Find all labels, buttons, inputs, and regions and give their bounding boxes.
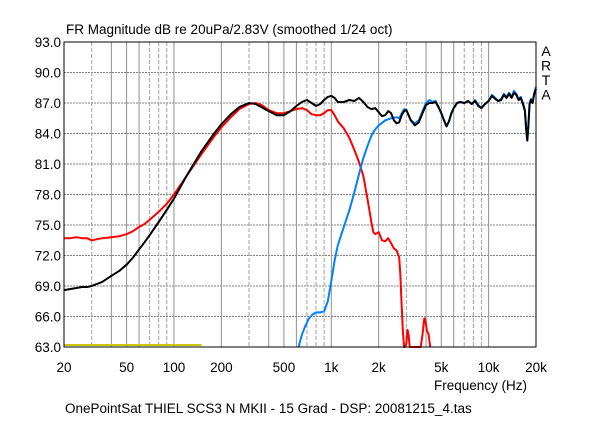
chart-subtitle: OnePointSat THIEL SCS3 N MKII - 15 Grad … bbox=[65, 401, 472, 416]
chart-title: FR Magnitude dB re 20uPa/2.83V (smoothed… bbox=[66, 22, 392, 37]
x-tick-label: 500 bbox=[273, 360, 296, 375]
y-tick-label: 90.0 bbox=[35, 66, 61, 81]
x-tick-label: 200 bbox=[210, 360, 233, 375]
y-tick-label: 84.0 bbox=[35, 127, 61, 142]
watermark-letter: A bbox=[541, 87, 551, 103]
y-tick-label: 75.0 bbox=[35, 218, 61, 233]
x-tick-label: 2k bbox=[372, 360, 387, 375]
watermark-letter: A bbox=[541, 43, 551, 59]
x-axis-ticks: 20 50 100 200 500 1k 2k 5k 10k 20k bbox=[56, 360, 547, 375]
y-tick-label: 66.0 bbox=[35, 310, 61, 325]
x-tick-label: 100 bbox=[163, 360, 186, 375]
y-tick-label: 72.0 bbox=[35, 249, 61, 264]
watermark-letter: T bbox=[542, 72, 551, 88]
x-tick-label: 50 bbox=[119, 360, 134, 375]
y-tick-label: 87.0 bbox=[35, 96, 61, 111]
y-tick-label: 93.0 bbox=[35, 35, 61, 50]
x-tick-label: 1k bbox=[324, 360, 339, 375]
plot-frame bbox=[63, 41, 537, 348]
x-tick-label: 20 bbox=[56, 360, 71, 375]
y-tick-label: 63.0 bbox=[35, 340, 61, 355]
watermark-letter: R bbox=[541, 58, 551, 74]
x-tick-label: 5k bbox=[434, 360, 449, 375]
y-axis-ticks: 93.0 90.0 87.0 84.0 81.0 78.0 75.0 72.0 69.0 66.0… bbox=[35, 35, 61, 355]
x-tick-label: 10k bbox=[478, 360, 500, 375]
series-black-sum bbox=[63, 88, 537, 292]
y-tick-label: 78.0 bbox=[35, 188, 61, 203]
x-axis-label: Frequency (Hz) bbox=[434, 378, 527, 393]
y-tick-label: 69.0 bbox=[35, 279, 61, 294]
x-tick-label: 20k bbox=[525, 360, 547, 375]
y-tick-label: 81.0 bbox=[35, 157, 61, 172]
